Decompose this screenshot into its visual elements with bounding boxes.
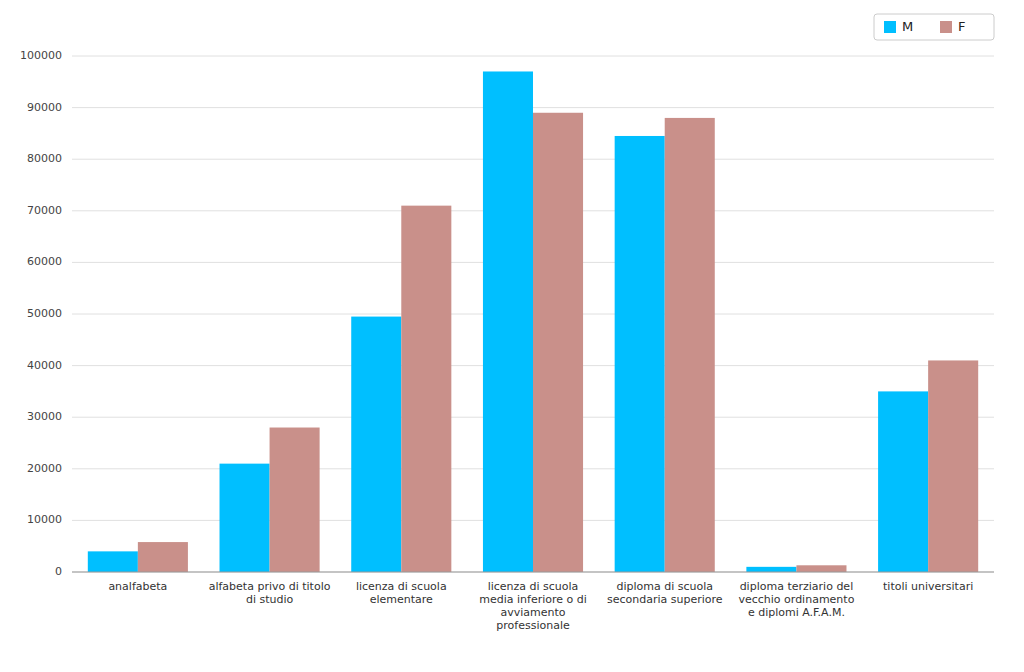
y-tick-label: 70000 [27,204,62,217]
bars [88,71,978,572]
y-tick-label: 0 [55,565,62,578]
y-tick-label: 90000 [27,101,62,114]
x-tick-label: licenza di scuolamedia inferiore o diavv… [479,580,587,632]
y-tick-label: 50000 [27,307,62,320]
bar [351,317,401,572]
x-tick-label: diploma terziario delvecchio ordinamento… [738,580,854,619]
bar [615,136,665,572]
legend-label: F [958,19,965,34]
chart: 0 10000 20000 30000 40000 50000 60000 70000 8000… [0,0,1024,672]
y-tick-label: 80000 [27,152,62,165]
x-tick-label: titoli universitari [883,580,973,593]
bar [665,118,715,572]
bar [928,360,978,572]
x-axis-line [72,572,994,573]
y-tick-label: 20000 [27,462,62,475]
legend: MF [874,14,994,40]
bar [220,464,270,572]
y-tick-label: 10000 [27,513,62,526]
bar [483,71,533,572]
x-axis: analfabeta alfabeta privo di titolodi stu… [108,580,973,632]
bar [138,542,188,572]
y-tick-label: 60000 [27,255,62,268]
bar [533,113,583,572]
legend-swatch [884,21,896,33]
bar [746,567,796,572]
y-tick-label: 40000 [27,359,62,372]
bar [88,551,138,572]
x-tick-label: alfabeta privo di titolodi studio [209,580,331,606]
y-axis: 0 10000 20000 30000 40000 50000 60000 70000 8000… [20,49,994,578]
grid-line [72,572,994,573]
bar [270,428,320,572]
bar [796,565,846,572]
x-tick-label: licenza di scuolaelementare [356,580,447,606]
grid-line [72,56,994,57]
bar [401,206,451,572]
legend-swatch [940,21,952,33]
y-tick-label: 30000 [27,410,62,423]
y-tick-label: 100000 [20,49,62,62]
legend-label: M [902,19,913,34]
legend-frame [874,14,994,40]
bar [878,391,928,572]
chart-container: 0 10000 20000 30000 40000 50000 60000 70000 8000… [0,0,1024,672]
x-tick-label: diploma di scuolasecondaria superiore [607,580,723,606]
x-tick-label: analfabeta [108,580,167,593]
